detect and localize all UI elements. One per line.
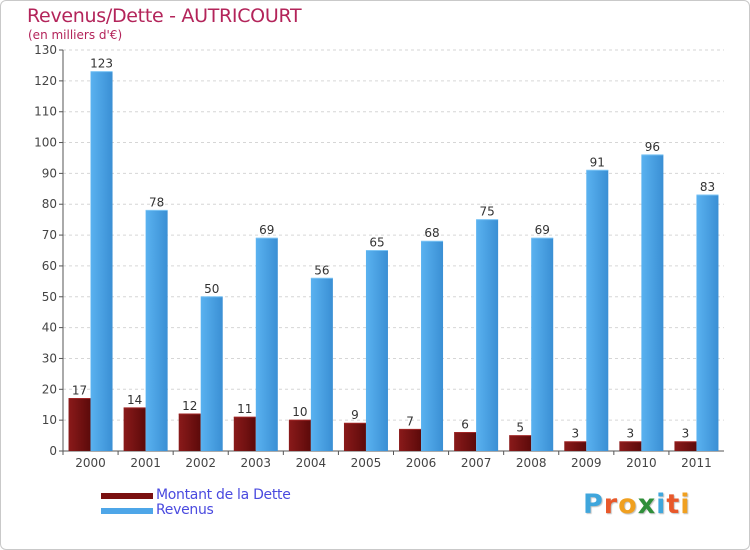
y-tick-label: 60 xyxy=(42,259,57,273)
x-tick-label: 2005 xyxy=(351,456,382,470)
bar-dette xyxy=(564,441,587,451)
y-tick-label: 0 xyxy=(49,444,57,458)
y-tick-label: 10 xyxy=(42,413,57,427)
data-label-revenus: 65 xyxy=(369,236,384,250)
bar-dette xyxy=(233,417,256,451)
legend-label-dette: Montant de la Dette xyxy=(156,487,291,503)
logo-letter: x xyxy=(637,489,657,520)
data-label-dette: 5 xyxy=(516,421,524,435)
x-tick-label: 2004 xyxy=(296,456,327,470)
logo-letter: i xyxy=(656,489,667,520)
bar-revenus xyxy=(586,170,609,452)
x-tick-label: 2002 xyxy=(185,456,216,470)
legend-swatch-dette xyxy=(101,493,153,499)
data-label-revenus: 56 xyxy=(314,263,329,277)
data-label-revenus: 123 xyxy=(90,57,113,71)
data-label-dette: 11 xyxy=(237,402,252,416)
bar-revenus xyxy=(696,194,719,451)
bar-dette xyxy=(288,420,311,451)
data-label-revenus: 69 xyxy=(259,223,274,237)
logo-letter: t xyxy=(666,489,681,520)
bar-revenus xyxy=(365,250,388,451)
bar-dette xyxy=(178,413,201,451)
y-tick-label: 30 xyxy=(42,351,57,365)
chart-title: Revenus/Dette - AUTRICOURT xyxy=(27,5,302,27)
y-tick-label: 130 xyxy=(34,43,57,57)
logo-letter: P xyxy=(583,489,604,520)
bar-revenus xyxy=(531,238,554,451)
logo-letter: i xyxy=(680,489,691,520)
grid-lines xyxy=(63,49,724,452)
bar-revenus xyxy=(641,154,664,451)
data-label-dette: 12 xyxy=(182,399,197,413)
x-tick-label: 2009 xyxy=(571,456,602,470)
data-label-revenus: 75 xyxy=(479,205,494,219)
data-label-revenus: 91 xyxy=(590,155,605,169)
axes: 0 10 20 30 40 50 60 70 80 90 100 110 120 130 2000 2001 2… xyxy=(34,43,724,470)
x-tick-label: 2011 xyxy=(681,456,712,470)
data-label-revenus: 50 xyxy=(204,282,219,296)
x-tick-label: 2003 xyxy=(241,456,272,470)
bar-dette xyxy=(619,441,642,451)
data-label-dette: 3 xyxy=(682,427,690,441)
y-tick-label: 50 xyxy=(42,290,57,304)
data-label-revenus: 68 xyxy=(424,226,439,240)
legend-label-revenus: Revenus xyxy=(156,502,214,518)
data-label-dette: 7 xyxy=(406,414,414,428)
chart-subtitle: (en milliers d'€) xyxy=(28,28,123,42)
data-label-revenus: 69 xyxy=(535,223,550,237)
data-label-revenus: 78 xyxy=(149,195,164,209)
logo-letter: o xyxy=(618,489,638,520)
y-tick-label: 110 xyxy=(34,105,57,119)
x-tick-label: 2010 xyxy=(626,456,657,470)
bar-dette xyxy=(674,441,697,451)
legend-swatch-revenus xyxy=(101,508,153,514)
data-label-revenus: 83 xyxy=(700,180,715,194)
bar-revenus xyxy=(476,219,499,451)
bar-revenus xyxy=(421,241,444,451)
bar-revenus xyxy=(200,296,223,451)
x-tick-label: 2000 xyxy=(75,456,106,470)
y-tick-label: 120 xyxy=(34,74,57,88)
x-tick-label: 2006 xyxy=(406,456,437,470)
data-label-dette: 6 xyxy=(461,417,469,431)
data-label-dette: 9 xyxy=(351,408,359,422)
bar-dette xyxy=(399,429,422,451)
data-label-dette: 17 xyxy=(72,384,87,398)
logo-letter: r xyxy=(603,489,619,520)
bar-revenus xyxy=(145,210,168,451)
bar-dette xyxy=(343,423,366,451)
bar-dette xyxy=(454,432,477,451)
data-labels: 1712314781250116910569657686755693913963… xyxy=(72,57,715,441)
data-label-dette: 10 xyxy=(292,405,307,419)
bar-dette xyxy=(509,435,532,451)
bar-dette xyxy=(68,398,91,451)
proxiti-logo: Proxiti xyxy=(583,489,691,520)
data-label-revenus: 96 xyxy=(645,140,660,154)
bar-revenus xyxy=(255,238,278,451)
y-tick-label: 90 xyxy=(42,166,57,180)
data-label-dette: 14 xyxy=(127,393,142,407)
y-tick-label: 20 xyxy=(42,382,57,396)
x-tick-label: 2001 xyxy=(130,456,161,470)
bar-revenus xyxy=(310,278,333,451)
y-tick-label: 70 xyxy=(42,228,57,242)
data-label-dette: 3 xyxy=(627,427,635,441)
bars xyxy=(68,71,719,452)
y-tick-label: 40 xyxy=(42,321,57,335)
bar-dette xyxy=(123,407,146,451)
y-tick-label: 100 xyxy=(34,136,57,150)
x-tick-label: 2008 xyxy=(516,456,547,470)
y-tick-label: 80 xyxy=(42,197,57,211)
data-label-dette: 3 xyxy=(571,427,579,441)
bar-revenus xyxy=(90,71,113,451)
x-tick-label: 2007 xyxy=(461,456,492,470)
